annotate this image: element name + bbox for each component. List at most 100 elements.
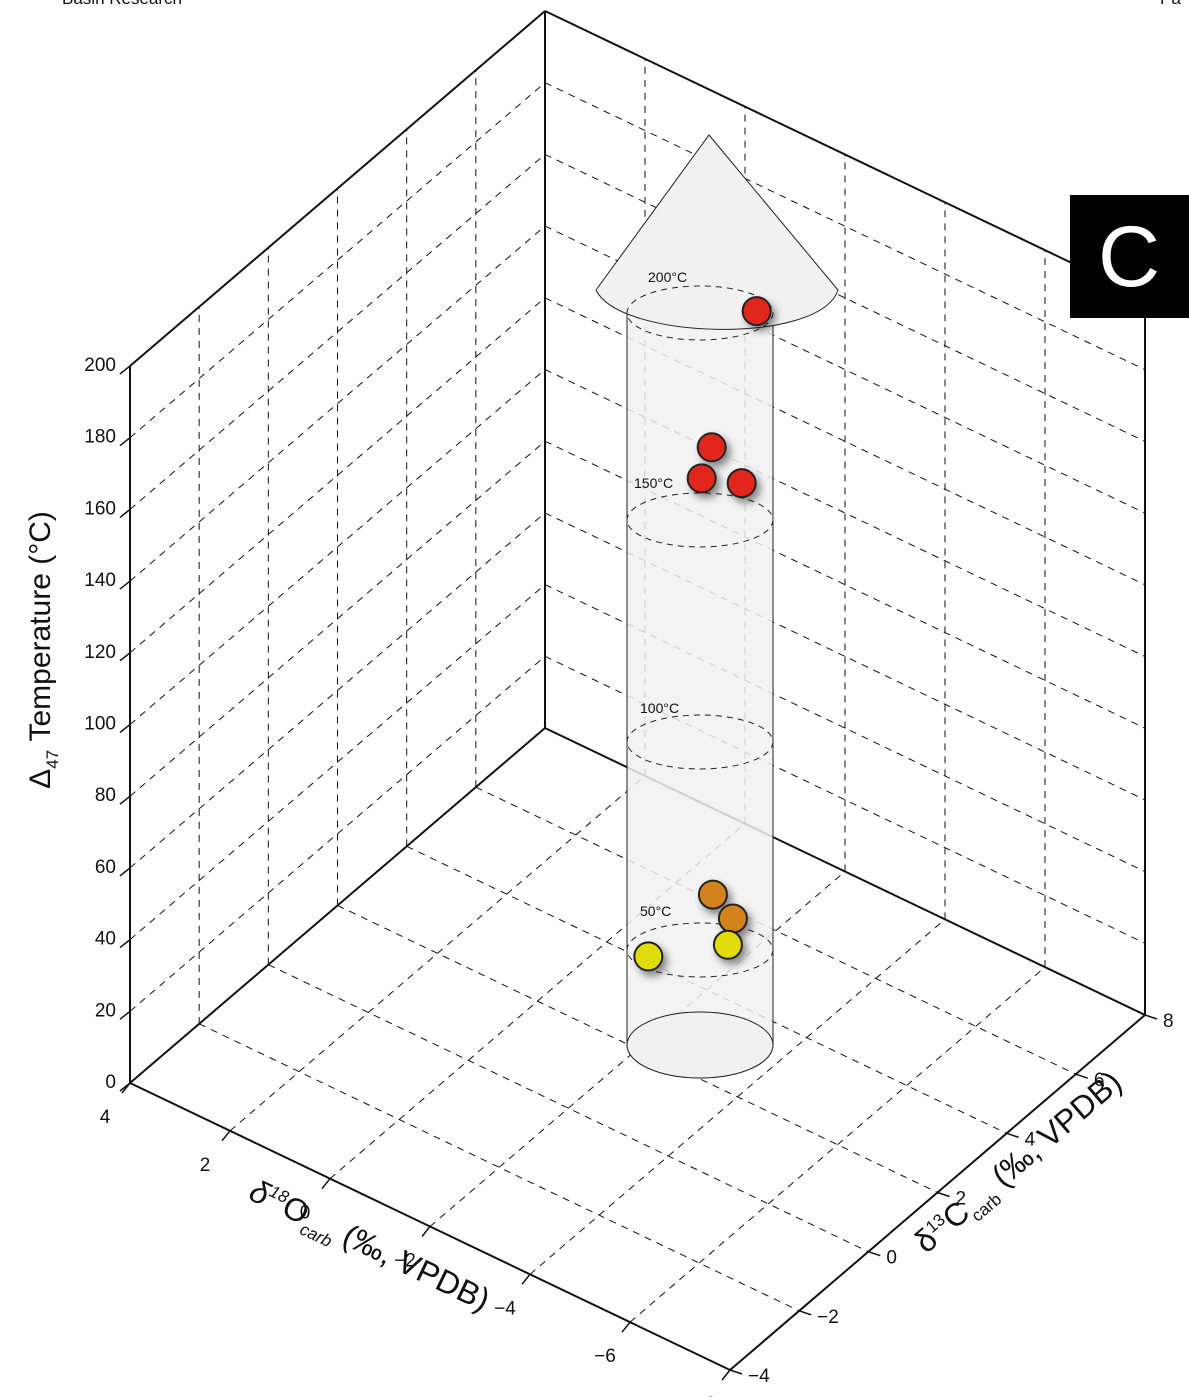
ring-200 [626,285,774,341]
grid-line [129,225,546,582]
z-tick [119,795,131,805]
grid-line [544,153,1146,442]
data-point [717,903,748,934]
x-tick [321,1178,331,1190]
grid-line [529,918,946,1275]
axis-edge [129,727,546,1084]
z-tick-label: 120 [84,642,116,663]
z-tick-label: 80 [95,785,116,806]
grid-line [129,512,546,869]
y-tick [1075,1073,1089,1079]
z-tick-label: 160 [84,498,116,519]
z-tick [119,1010,131,1020]
grid-line [129,584,546,940]
grid-line [229,775,646,1132]
z-tick-label: 100 [84,714,116,735]
y-axis-title: δ13Ccarb (‰, VPDB) [907,1064,1132,1265]
x-title-units: (‰, VPDB) [329,1213,495,1318]
data-point [633,941,664,972]
points-layer [633,296,772,972]
x-tick [221,1130,231,1142]
page-header: Pa [1160,0,1181,8]
grid-line [129,369,546,725]
z-tick [119,508,131,518]
y-tick [729,1369,743,1375]
y-tick-label: 8 [1163,1011,1174,1032]
temperature-cylinder: 200°C 150°C 100°C 50°C [595,134,839,1079]
x-tick [521,1273,531,1285]
z-title-text: Temperature (°C) [24,511,57,750]
grid-line [129,154,546,510]
ring-label: 50°C [640,903,671,919]
z-tick [119,939,131,949]
data-point [697,879,728,910]
y-tick-label: 2 [956,1189,967,1210]
grid-line [629,966,1046,1323]
x-axis-title: δ18Ocarb (‰, VPDB) [241,1172,495,1323]
y-tick [937,1191,950,1198]
x-tick [421,1226,431,1237]
ring-label: 200°C [648,269,687,285]
x-tick [721,1369,731,1381]
grid-line [129,82,546,439]
grid-line [544,82,1146,371]
x-tick-label: −8 [694,1394,716,1397]
z-tick [119,437,131,447]
x-tick-label: −2 [394,1251,416,1272]
z-tick [119,580,131,590]
x-tick-label: −4 [494,1298,516,1319]
x-tick [621,1321,631,1333]
y-tick-label: 4 [1025,1129,1036,1150]
y-tick [798,1310,812,1316]
ring-label: 150°C [634,475,673,491]
y-tick [1006,1132,1019,1139]
axis-edge [129,10,546,367]
data-point [741,296,772,327]
y-tick-label: 6 [1094,1070,1105,1091]
y-tick-label: −2 [817,1307,839,1328]
z-tick-label: 200 [84,355,116,376]
data-point [696,432,727,463]
x-tick [121,1082,131,1094]
data-point [686,463,717,494]
cylinder-base [626,1011,774,1079]
y-title-units: (‰, VPDB) [978,1064,1128,1200]
panel-label: C [1098,209,1160,305]
grid-line [129,440,546,797]
z-tick-label: 0 [105,1072,116,1093]
z-tick [119,652,131,662]
panel-box [1070,195,1189,318]
x-tick-label: 4 [100,1107,111,1128]
axis-edge [544,10,1146,299]
axes-layer: 020406080100120140160180200420−2−4−6−8−4… [84,10,1174,1397]
z-tick [119,365,131,375]
z-tick [119,723,131,734]
x-title-sub: carb [297,1220,335,1251]
y-tick [868,1250,881,1257]
y-tick-label: −4 [748,1366,770,1387]
z-title-sub: 47 [43,750,62,769]
z-tick-label: 140 [84,570,116,591]
z-tick-label: 180 [84,427,116,448]
ring-100 [626,714,774,770]
grid-line [129,297,546,654]
x-tick-label: 0 [300,1203,311,1224]
grid-line [129,655,546,1012]
x-tick-label: −6 [594,1346,616,1367]
data-point [726,468,757,499]
journal-header: Basin Research [62,0,182,8]
data-point [712,929,743,960]
z-title-symbol: Δ [24,769,57,789]
z-tick-label: 40 [95,929,116,950]
x-tick-label: 2 [200,1155,211,1176]
z-tick-label: 60 [95,857,116,878]
z-tick [119,867,131,877]
z-axis-title: Δ47 Temperature (°C) [24,511,62,789]
cylinder-cone [595,134,839,330]
ring-50 [626,922,774,978]
y-tick [1144,1014,1158,1020]
y-tick-label: 0 [886,1248,897,1269]
ring-label: 100°C [640,700,679,716]
z-tick-label: 20 [95,1000,116,1021]
